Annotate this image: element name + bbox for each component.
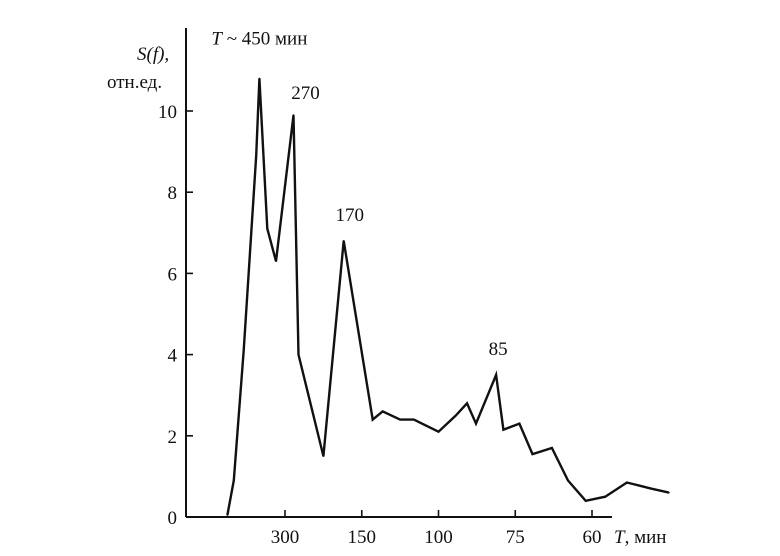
data-point (667, 491, 670, 494)
annotation-text: 170 (335, 205, 364, 226)
y-tick-label: 0 (168, 508, 178, 529)
y-tick-label: 8 (168, 183, 178, 204)
data-point (604, 495, 607, 498)
x-axis-ticks: 300 150 100 75 60 (271, 510, 602, 548)
data-point (342, 240, 345, 242)
data-point (495, 374, 497, 376)
data-point (584, 499, 587, 502)
x-axis-unit: , мин (625, 527, 667, 548)
data-point (412, 418, 415, 421)
series-group (226, 77, 670, 516)
data-point (258, 77, 261, 80)
y-tick-label: 4 (168, 346, 178, 367)
annotation-text: ~ 450 мин (222, 29, 307, 50)
data-point (226, 514, 229, 516)
data-point (466, 402, 468, 405)
series-line (226, 78, 670, 516)
x-axis-title: T, мин (614, 527, 666, 548)
data-point (531, 453, 534, 455)
annotation-prefix: T (211, 29, 223, 50)
data-point (381, 410, 384, 413)
data-point (502, 428, 505, 431)
x-tick-label: 150 (348, 527, 377, 548)
data-point (567, 479, 569, 482)
data-point (399, 418, 401, 421)
x-tick-label: 100 (424, 527, 453, 548)
data-point (232, 479, 235, 482)
data-point (322, 455, 325, 457)
x-tick-label: 75 (506, 527, 525, 548)
data-point (371, 418, 374, 421)
data-point (437, 430, 440, 433)
x-tick-label: 60 (583, 527, 602, 548)
y-axis-ticks: 0 2 4 6 8 10 (158, 102, 193, 529)
y-tick-label: 2 (168, 427, 178, 448)
data-point (266, 227, 269, 230)
annotation-text: 270 (291, 83, 320, 104)
data-point (454, 414, 457, 417)
data-point (551, 447, 553, 449)
data-point (475, 422, 477, 425)
peak-annotation: T ~ 450 мин (211, 29, 307, 50)
y-tick-label: 6 (168, 264, 178, 285)
data-point (275, 260, 277, 263)
annotation-text: 85 (489, 339, 508, 360)
annotations: T ~ 450 мин 270 170 85 (211, 29, 507, 360)
data-point (626, 481, 628, 484)
peak-annotation: 270 (291, 83, 320, 104)
data-point (650, 487, 652, 490)
data-point (292, 114, 295, 116)
data-point (297, 353, 300, 356)
x-axis-variable: T (614, 527, 626, 548)
data-point (242, 349, 245, 352)
data-point (518, 422, 521, 425)
y-tick-label: 10 (158, 102, 177, 123)
x-tick-label: 300 (271, 527, 300, 548)
peak-annotation: 85 (489, 339, 508, 360)
y-axis-title: S(f), (137, 44, 169, 65)
data-point (255, 154, 258, 157)
peak-annotation: 170 (335, 205, 364, 226)
y-axis-unit: отн.ед. (107, 72, 162, 93)
